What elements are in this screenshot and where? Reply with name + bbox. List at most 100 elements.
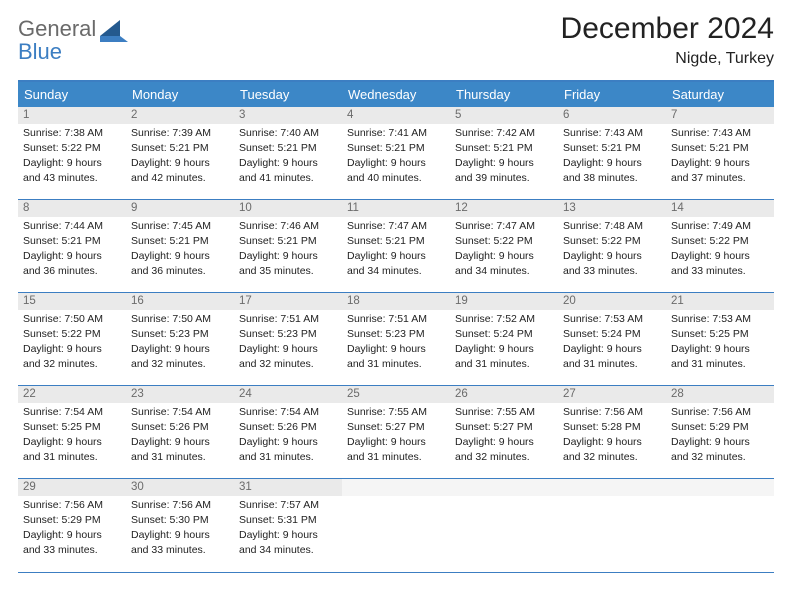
cell-body: Sunrise: 7:56 AMSunset: 5:29 PMDaylight:… <box>18 496 126 561</box>
cell-body: Sunrise: 7:47 AMSunset: 5:21 PMDaylight:… <box>342 217 450 282</box>
cell-body: Sunrise: 7:46 AMSunset: 5:21 PMDaylight:… <box>234 217 342 282</box>
sunrise-line: Sunrise: 7:53 AM <box>563 312 661 327</box>
cell-date: 8 <box>18 200 126 217</box>
calendar-cell: 28Sunrise: 7:56 AMSunset: 5:29 PMDayligh… <box>666 386 774 478</box>
sunset-line: Sunset: 5:22 PM <box>23 327 121 342</box>
cell-date <box>450 479 558 496</box>
cell-date: 1 <box>18 107 126 124</box>
cell-body: Sunrise: 7:38 AMSunset: 5:22 PMDaylight:… <box>18 124 126 189</box>
sunset-line: Sunset: 5:21 PM <box>347 141 445 156</box>
cell-date: 12 <box>450 200 558 217</box>
brand-logo: General Blue <box>18 12 128 64</box>
daylight-line: Daylight: 9 hours and 36 minutes. <box>131 249 229 279</box>
day-header: Tuesday <box>234 82 342 107</box>
daylight-line: Daylight: 9 hours and 33 minutes. <box>23 528 121 558</box>
calendar-cell: 27Sunrise: 7:56 AMSunset: 5:28 PMDayligh… <box>558 386 666 478</box>
sunset-line: Sunset: 5:22 PM <box>455 234 553 249</box>
cell-body: Sunrise: 7:47 AMSunset: 5:22 PMDaylight:… <box>450 217 558 282</box>
sunset-line: Sunset: 5:24 PM <box>563 327 661 342</box>
sunset-line: Sunset: 5:22 PM <box>23 141 121 156</box>
sunrise-line: Sunrise: 7:56 AM <box>23 498 121 513</box>
sunrise-line: Sunrise: 7:57 AM <box>239 498 337 513</box>
sunset-line: Sunset: 5:21 PM <box>455 141 553 156</box>
calendar-cell: 21Sunrise: 7:53 AMSunset: 5:25 PMDayligh… <box>666 293 774 385</box>
cell-body: Sunrise: 7:56 AMSunset: 5:28 PMDaylight:… <box>558 403 666 468</box>
calendar-cell <box>666 479 774 572</box>
location-subtitle: Nigde, Turkey <box>561 50 774 68</box>
cell-body: Sunrise: 7:50 AMSunset: 5:22 PMDaylight:… <box>18 310 126 375</box>
brand-blue: Blue <box>18 39 62 64</box>
page-title: December 2024 <box>561 12 774 46</box>
sunset-line: Sunset: 5:31 PM <box>239 513 337 528</box>
calendar-row: 1Sunrise: 7:38 AMSunset: 5:22 PMDaylight… <box>18 107 774 200</box>
daylight-line: Daylight: 9 hours and 31 minutes. <box>671 342 769 372</box>
sunrise-line: Sunrise: 7:42 AM <box>455 126 553 141</box>
cell-body: Sunrise: 7:51 AMSunset: 5:23 PMDaylight:… <box>342 310 450 375</box>
cell-date: 25 <box>342 386 450 403</box>
calendar-row: 8Sunrise: 7:44 AMSunset: 5:21 PMDaylight… <box>18 200 774 293</box>
sunset-line: Sunset: 5:21 PM <box>347 234 445 249</box>
calendar-cell: 4Sunrise: 7:41 AMSunset: 5:21 PMDaylight… <box>342 107 450 199</box>
day-header: Friday <box>558 82 666 107</box>
daylight-line: Daylight: 9 hours and 33 minutes. <box>671 249 769 279</box>
calendar-cell: 17Sunrise: 7:51 AMSunset: 5:23 PMDayligh… <box>234 293 342 385</box>
daylight-line: Daylight: 9 hours and 34 minutes. <box>239 528 337 558</box>
sunset-line: Sunset: 5:27 PM <box>455 420 553 435</box>
daylight-line: Daylight: 9 hours and 31 minutes. <box>131 435 229 465</box>
daylight-line: Daylight: 9 hours and 32 minutes. <box>455 435 553 465</box>
cell-body: Sunrise: 7:49 AMSunset: 5:22 PMDaylight:… <box>666 217 774 282</box>
cell-date: 21 <box>666 293 774 310</box>
calendar-body: 1Sunrise: 7:38 AMSunset: 5:22 PMDaylight… <box>18 107 774 572</box>
daylight-line: Daylight: 9 hours and 31 minutes. <box>563 342 661 372</box>
calendar-cell: 30Sunrise: 7:56 AMSunset: 5:30 PMDayligh… <box>126 479 234 572</box>
cell-body: Sunrise: 7:54 AMSunset: 5:25 PMDaylight:… <box>18 403 126 468</box>
sunrise-line: Sunrise: 7:54 AM <box>239 405 337 420</box>
daylight-line: Daylight: 9 hours and 35 minutes. <box>239 249 337 279</box>
sunset-line: Sunset: 5:29 PM <box>671 420 769 435</box>
daylight-line: Daylight: 9 hours and 42 minutes. <box>131 156 229 186</box>
daylight-line: Daylight: 9 hours and 41 minutes. <box>239 156 337 186</box>
sunset-line: Sunset: 5:30 PM <box>131 513 229 528</box>
cell-body: Sunrise: 7:39 AMSunset: 5:21 PMDaylight:… <box>126 124 234 189</box>
calendar-row: 15Sunrise: 7:50 AMSunset: 5:22 PMDayligh… <box>18 293 774 386</box>
sunrise-line: Sunrise: 7:50 AM <box>131 312 229 327</box>
cell-body: Sunrise: 7:53 AMSunset: 5:24 PMDaylight:… <box>558 310 666 375</box>
calendar-cell: 11Sunrise: 7:47 AMSunset: 5:21 PMDayligh… <box>342 200 450 292</box>
daylight-line: Daylight: 9 hours and 34 minutes. <box>455 249 553 279</box>
calendar-cell: 16Sunrise: 7:50 AMSunset: 5:23 PMDayligh… <box>126 293 234 385</box>
cell-body: Sunrise: 7:57 AMSunset: 5:31 PMDaylight:… <box>234 496 342 561</box>
calendar-cell <box>342 479 450 572</box>
cell-date: 13 <box>558 200 666 217</box>
cell-date: 7 <box>666 107 774 124</box>
sunrise-line: Sunrise: 7:39 AM <box>131 126 229 141</box>
cell-body: Sunrise: 7:56 AMSunset: 5:30 PMDaylight:… <box>126 496 234 561</box>
calendar-cell: 20Sunrise: 7:53 AMSunset: 5:24 PMDayligh… <box>558 293 666 385</box>
calendar-cell: 6Sunrise: 7:43 AMSunset: 5:21 PMDaylight… <box>558 107 666 199</box>
cell-date: 9 <box>126 200 234 217</box>
sunrise-line: Sunrise: 7:55 AM <box>455 405 553 420</box>
cell-date: 26 <box>450 386 558 403</box>
cell-body: Sunrise: 7:55 AMSunset: 5:27 PMDaylight:… <box>450 403 558 468</box>
calendar-cell: 9Sunrise: 7:45 AMSunset: 5:21 PMDaylight… <box>126 200 234 292</box>
cell-date: 17 <box>234 293 342 310</box>
page-header: General Blue December 2024 Nigde, Turkey <box>18 12 774 68</box>
calendar-cell: 15Sunrise: 7:50 AMSunset: 5:22 PMDayligh… <box>18 293 126 385</box>
sunset-line: Sunset: 5:24 PM <box>455 327 553 342</box>
daylight-line: Daylight: 9 hours and 34 minutes. <box>347 249 445 279</box>
cell-date: 18 <box>342 293 450 310</box>
cell-body: Sunrise: 7:43 AMSunset: 5:21 PMDaylight:… <box>558 124 666 189</box>
cell-body: Sunrise: 7:50 AMSunset: 5:23 PMDaylight:… <box>126 310 234 375</box>
cell-date: 23 <box>126 386 234 403</box>
sunrise-line: Sunrise: 7:41 AM <box>347 126 445 141</box>
cell-body: Sunrise: 7:56 AMSunset: 5:29 PMDaylight:… <box>666 403 774 468</box>
sunrise-line: Sunrise: 7:49 AM <box>671 219 769 234</box>
sunset-line: Sunset: 5:26 PM <box>239 420 337 435</box>
daylight-line: Daylight: 9 hours and 31 minutes. <box>347 435 445 465</box>
calendar-cell: 25Sunrise: 7:55 AMSunset: 5:27 PMDayligh… <box>342 386 450 478</box>
calendar-cell: 8Sunrise: 7:44 AMSunset: 5:21 PMDaylight… <box>18 200 126 292</box>
cell-date: 3 <box>234 107 342 124</box>
calendar-cell: 18Sunrise: 7:51 AMSunset: 5:23 PMDayligh… <box>342 293 450 385</box>
cell-body: Sunrise: 7:51 AMSunset: 5:23 PMDaylight:… <box>234 310 342 375</box>
sunrise-line: Sunrise: 7:45 AM <box>131 219 229 234</box>
sunrise-line: Sunrise: 7:53 AM <box>671 312 769 327</box>
